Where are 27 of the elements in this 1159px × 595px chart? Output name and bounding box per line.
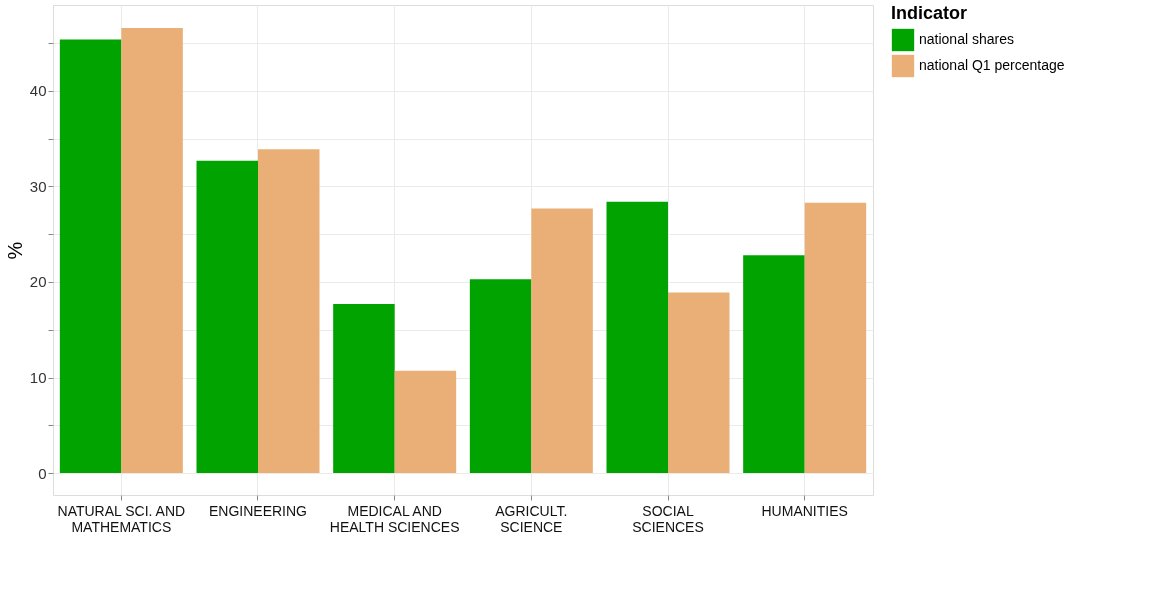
y-axis-title: % <box>3 241 26 260</box>
y-tick-label: 10 <box>29 369 47 387</box>
bar <box>394 370 457 474</box>
bar <box>531 208 593 474</box>
y-tick-label: 0 <box>38 464 47 482</box>
y-tick-label: 40 <box>29 82 47 100</box>
bar <box>606 201 668 474</box>
bar <box>258 149 320 474</box>
legend-label: national shares <box>919 31 1014 47</box>
x-tick-label: SOCIAL SCIENCES <box>632 502 704 535</box>
y-tick-label: 30 <box>29 177 47 195</box>
legend-label: national Q1 percentage <box>919 57 1065 73</box>
bar <box>121 27 183 474</box>
x-tick-label: HUMANITIES <box>761 502 848 519</box>
bar <box>469 279 532 474</box>
bar <box>59 39 122 474</box>
x-tick-label: ENGINEERING <box>208 502 308 519</box>
x-tick-label: NATURAL SCI. AND MATHEMATICS <box>57 502 186 535</box>
bar <box>333 303 395 474</box>
bar <box>196 160 258 474</box>
bar <box>668 292 730 474</box>
x-tick-label: AGRICULT. SCIENCE <box>495 502 568 535</box>
bar <box>743 255 805 474</box>
bar <box>804 202 867 474</box>
x-tick-label: MEDICAL AND HEALTH SCIENCES <box>329 502 460 535</box>
legend-title: Indicator <box>891 3 968 23</box>
y-tick-label: 20 <box>29 273 47 291</box>
